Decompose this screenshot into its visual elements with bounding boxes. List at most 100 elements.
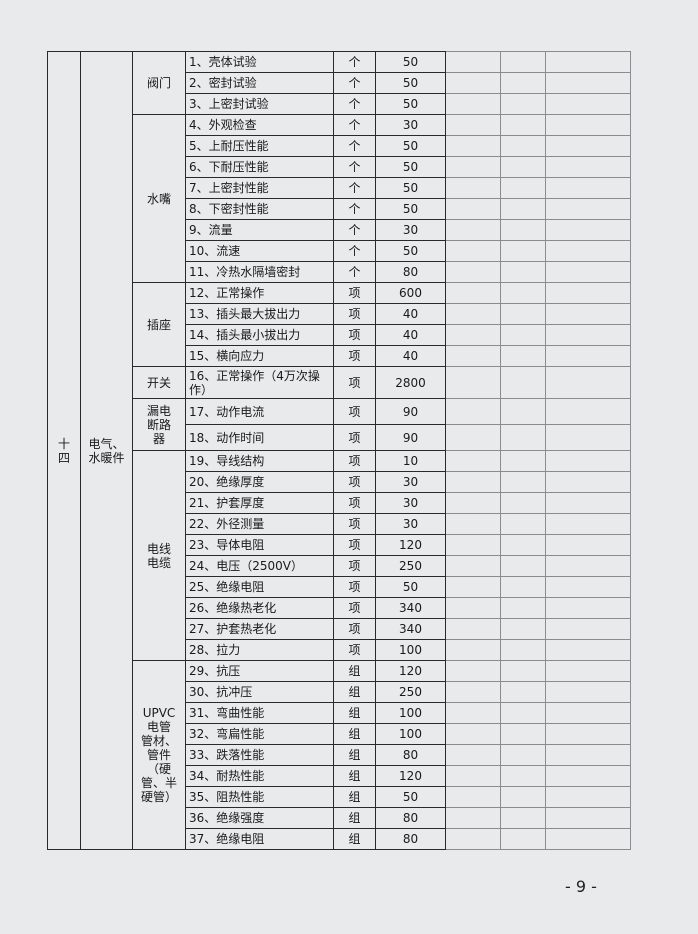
item-unit: 组 — [333, 681, 376, 703]
empty-cell — [545, 618, 631, 640]
table-row: 26、绝缘热老化项 340 — [48, 597, 631, 619]
item-price: 40 — [375, 345, 446, 367]
item-unit: 项 — [333, 324, 376, 346]
item-price: 30 — [375, 492, 446, 514]
item-unit: 个 — [333, 72, 376, 94]
table-row: 电线 电缆 19、导线结构项 10 — [48, 450, 631, 661]
empty-cell — [545, 681, 631, 703]
item-name: 16、正常操作（4万次操作） — [185, 366, 334, 399]
item-name: 5、上耐压性能 — [185, 135, 334, 157]
empty-cell — [500, 261, 546, 283]
item-unit: 项 — [333, 597, 376, 619]
empty-cell — [545, 534, 631, 556]
empty-cell — [545, 93, 631, 115]
empty-cell — [445, 702, 501, 724]
item-name: 37、绝缘电阻 — [185, 828, 334, 850]
empty-cell — [500, 303, 546, 325]
item-unit: 组 — [333, 828, 376, 850]
group-name-line: （硬 — [146, 762, 171, 776]
item-name: 36、绝缘强度 — [185, 807, 334, 829]
item-price: 120 — [375, 765, 446, 787]
empty-cell — [545, 198, 631, 220]
empty-cell — [500, 513, 546, 535]
empty-cell — [500, 702, 546, 724]
item-name: 12、正常操作 — [185, 282, 334, 304]
item-price: 50 — [375, 72, 446, 94]
item-price: 90 — [375, 424, 446, 451]
item-name: 3、上密封试验 — [185, 93, 334, 115]
table-row: 36、绝缘强度组 80 — [48, 807, 631, 829]
item-price: 40 — [375, 303, 446, 325]
item-name: 29、抗压 — [185, 660, 334, 682]
empty-cell — [445, 135, 501, 157]
item-price: 600 — [375, 282, 446, 304]
item-unit: 个 — [333, 114, 376, 136]
table-row: 10、流速个 50 — [48, 240, 631, 262]
empty-cell — [545, 492, 631, 514]
empty-cell — [545, 219, 631, 241]
item-name: 31、弯曲性能 — [185, 702, 334, 724]
table-row: 18、动作时间项 90 — [48, 424, 631, 451]
empty-cell — [445, 471, 501, 493]
item-name: 34、耐热性能 — [185, 765, 334, 787]
group-name: 阀门 — [132, 51, 186, 115]
empty-cell — [445, 786, 501, 808]
section-number-line: 四 — [57, 450, 70, 465]
item-unit: 项 — [333, 303, 376, 325]
item-price: 90 — [375, 398, 446, 425]
table-row: 28、拉力项 100 — [48, 639, 631, 661]
section-number: 十四 — [47, 51, 81, 850]
item-name: 4、外观检查 — [185, 114, 334, 136]
empty-cell — [445, 240, 501, 262]
empty-cell — [545, 303, 631, 325]
item-name: 7、上密封性能 — [185, 177, 334, 199]
empty-cell — [500, 177, 546, 199]
item-name: 32、弯扁性能 — [185, 723, 334, 745]
empty-cell — [445, 660, 501, 682]
empty-cell — [500, 534, 546, 556]
item-name: 30、抗冲压 — [185, 681, 334, 703]
empty-cell — [445, 576, 501, 598]
table-row: 8、下密封性能个 50 — [48, 198, 631, 220]
empty-cell — [500, 618, 546, 640]
item-unit: 项 — [333, 450, 376, 472]
empty-cell — [545, 72, 631, 94]
item-unit: 个 — [333, 198, 376, 220]
empty-cell — [500, 597, 546, 619]
empty-cell — [445, 723, 501, 745]
empty-cell — [445, 807, 501, 829]
group-name-line: 开关 — [146, 375, 171, 390]
empty-cell — [545, 156, 631, 178]
item-unit: 个 — [333, 156, 376, 178]
empty-cell — [500, 660, 546, 682]
item-name: 2、密封试验 — [185, 72, 334, 94]
group-name: 电线 电缆 — [132, 450, 186, 661]
item-unit: 个 — [333, 240, 376, 262]
item-price: 340 — [375, 618, 446, 640]
empty-cell — [445, 51, 501, 73]
empty-cell — [500, 471, 546, 493]
empty-cell — [500, 807, 546, 829]
item-unit: 项 — [333, 576, 376, 598]
item-unit: 项 — [333, 424, 376, 451]
empty-cell — [445, 93, 501, 115]
empty-cell — [500, 681, 546, 703]
empty-cell — [500, 51, 546, 73]
empty-cell — [545, 807, 631, 829]
item-price: 80 — [375, 807, 446, 829]
table-row: 插座 12、正常操作项 600 — [48, 282, 631, 367]
table-row: UPVC 电管 管材、 管件 （硬 管、半 硬管） 29、抗压组 120 — [48, 660, 631, 850]
group-name-line: 电缆 — [146, 555, 171, 570]
group-name-line: 管材、 — [140, 734, 177, 748]
empty-cell — [445, 198, 501, 220]
item-price: 340 — [375, 597, 446, 619]
item-unit: 个 — [333, 93, 376, 115]
empty-cell — [445, 156, 501, 178]
item-price: 250 — [375, 555, 446, 577]
empty-cell — [545, 744, 631, 766]
item-unit: 项 — [333, 492, 376, 514]
empty-cell — [445, 765, 501, 787]
item-name: 10、流速 — [185, 240, 334, 262]
item-price: 50 — [375, 177, 446, 199]
